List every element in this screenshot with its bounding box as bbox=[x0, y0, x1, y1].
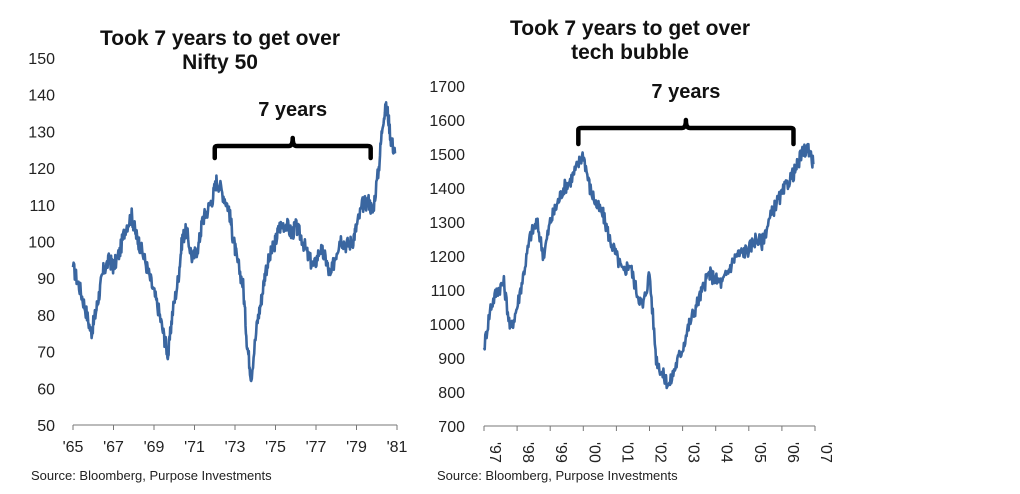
chart-title-line-1: Took 7 years to get over bbox=[99, 27, 341, 50]
x-tick-label: '81 bbox=[387, 439, 408, 456]
y-tick-label: 1400 bbox=[429, 181, 465, 198]
x-tick-label: '99 bbox=[552, 442, 569, 463]
x-tick-label: '05 bbox=[751, 442, 768, 463]
y-tick-label: 50 bbox=[37, 418, 55, 435]
y-tick-label: 700 bbox=[438, 419, 465, 436]
x-tick-label: '07 bbox=[817, 442, 834, 463]
y-tick-label: 1300 bbox=[429, 215, 465, 232]
x-tick-label: '71 bbox=[184, 439, 205, 456]
series-line bbox=[482, 142, 815, 390]
source-note-left: Source: Bloomberg, Purpose Investments bbox=[31, 468, 272, 483]
y-tick-label: 150 bbox=[28, 51, 55, 68]
bracket-label: 7 years bbox=[258, 99, 327, 121]
y-tick-label: 1000 bbox=[429, 317, 465, 334]
y-tick-label: 900 bbox=[438, 351, 465, 368]
y-tick-label: 80 bbox=[37, 308, 55, 325]
x-axis-ticks: '65 '67 '69 '71 '73 '75 '77 '79 '81 bbox=[63, 425, 408, 456]
source-note-right: Source: Bloomberg, Purpose Investments bbox=[437, 468, 678, 483]
x-tick-label: '06 bbox=[784, 442, 801, 463]
x-tick-label: '98 bbox=[519, 442, 536, 463]
x-tick-label: '69 bbox=[144, 439, 165, 456]
chart-title-nifty50: Took 7 years to get over Nifty 50 bbox=[60, 27, 380, 75]
x-tick-label: '77 bbox=[306, 439, 327, 456]
y-axis-ticks: 1700 1600 1500 1400 1300 1200 1100 1000 900 800 70… bbox=[429, 79, 465, 436]
y-tick-label: 100 bbox=[28, 235, 55, 252]
x-tick-label: '67 bbox=[103, 439, 124, 456]
y-axis-ticks: 150 140 130 120 110 100 90 80 70 60 50 bbox=[28, 51, 55, 435]
series-line bbox=[71, 101, 397, 383]
y-tick-label: 1200 bbox=[429, 249, 465, 266]
x-tick-label: '04 bbox=[718, 442, 735, 463]
y-tick-label: 1600 bbox=[429, 113, 465, 130]
y-tick-label: 800 bbox=[438, 385, 465, 402]
seven-years-bracket bbox=[212, 135, 373, 161]
y-tick-label: 110 bbox=[29, 198, 55, 215]
chart-title-line-1: Took 7 years to get over bbox=[509, 17, 751, 40]
y-tick-label: 90 bbox=[37, 271, 55, 288]
x-tick-label: '75 bbox=[265, 439, 286, 456]
chart-title-line-2: Nifty 50 bbox=[182, 51, 258, 74]
y-tick-label: 1700 bbox=[429, 79, 465, 96]
x-tick-label: '01 bbox=[618, 442, 635, 463]
y-tick-label: 60 bbox=[37, 381, 55, 398]
chart-tech-bubble: 1700 1600 1500 1400 1300 1200 1100 1000 900 800 70… bbox=[429, 79, 834, 463]
y-tick-label: 120 bbox=[28, 161, 55, 178]
x-tick-label: '97 bbox=[486, 442, 503, 463]
y-tick-label: 70 bbox=[37, 345, 55, 362]
x-tick-label: '02 bbox=[652, 442, 669, 463]
y-tick-label: 140 bbox=[28, 88, 55, 105]
x-tick-label: '73 bbox=[225, 439, 246, 456]
x-tick-label: '79 bbox=[346, 439, 367, 456]
x-tick-label: '03 bbox=[685, 442, 702, 463]
chart-title-tech-bubble: Took 7 years to get over tech bubble bbox=[470, 17, 790, 65]
y-tick-label: 130 bbox=[28, 124, 55, 141]
seven-years-bracket bbox=[576, 117, 796, 147]
x-tick-label: '65 bbox=[63, 439, 84, 456]
chart-nifty50: 150 140 130 120 110 100 90 80 70 60 50 '65 '67 '69 '7… bbox=[28, 51, 407, 456]
chart-title-line-2: tech bubble bbox=[571, 41, 689, 64]
x-tick-label: '00 bbox=[585, 442, 602, 463]
y-tick-label: 1100 bbox=[431, 283, 466, 300]
y-tick-label: 1500 bbox=[429, 147, 465, 164]
bracket-label: 7 years bbox=[651, 81, 720, 103]
x-axis-ticks: '97 '98 '99 '00 '01 '02 '03 '04 '05 '06 '07 bbox=[483, 426, 834, 463]
